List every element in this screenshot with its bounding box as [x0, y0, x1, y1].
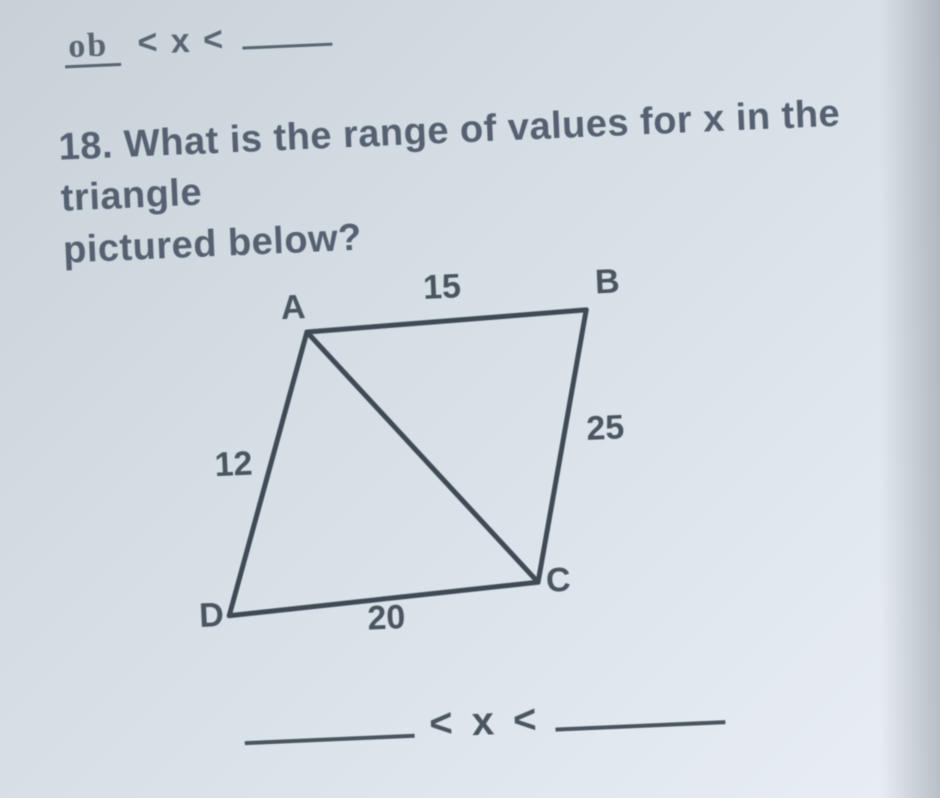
- vertex-C-label: C: [545, 561, 571, 601]
- edge-AD-label: 12: [214, 445, 253, 486]
- vertex-A-label: A: [280, 288, 306, 328]
- geometry-diagram: A B C D 15 25 12 20: [185, 267, 671, 667]
- question-line2: pictured below?: [62, 216, 362, 271]
- answer-inequality: < x <: [428, 697, 541, 746]
- diagram-svg: [185, 267, 671, 667]
- prev-inequality: < x <: [137, 20, 226, 62]
- handwritten-mark: ob: [63, 26, 121, 68]
- vertex-D-label: D: [198, 596, 224, 636]
- edge-BC-label: 25: [586, 408, 625, 449]
- previous-answer-fragment: ob < x <: [63, 16, 333, 67]
- question-line1: What is the range of values for x in the…: [60, 93, 841, 220]
- prev-blank: [243, 43, 333, 50]
- question-number: 18.: [58, 124, 114, 168]
- vertex-B-label: B: [594, 262, 620, 302]
- answer-right-blank: [556, 720, 726, 731]
- edge-DC-label: 20: [367, 598, 406, 639]
- edge-AB-label: 15: [422, 267, 461, 308]
- worksheet-page: ob < x < 18. What is the range of values…: [0, 0, 940, 798]
- answer-blank-line: < x <: [243, 689, 726, 755]
- question-text: 18. What is the range of values for x in…: [58, 87, 894, 277]
- answer-left-blank: [245, 734, 415, 745]
